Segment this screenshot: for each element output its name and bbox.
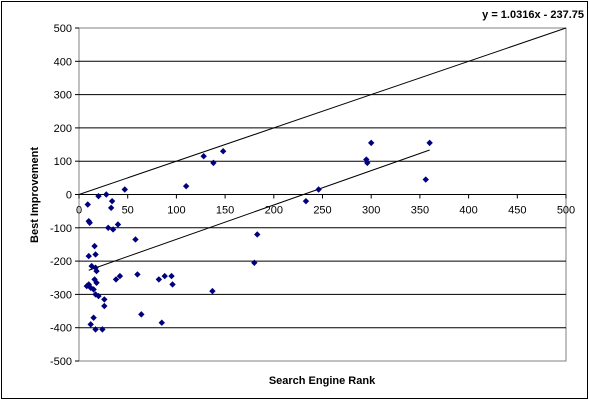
data-point	[315, 186, 322, 193]
x-tick-label: 200	[265, 205, 283, 217]
y-tick-label: -300	[50, 289, 72, 301]
data-point	[364, 159, 371, 167]
x-tick-label: 300	[362, 205, 380, 217]
data-point	[168, 272, 175, 280]
data-point	[103, 191, 110, 198]
data-point	[95, 292, 102, 300]
trendline-line	[88, 149, 430, 271]
data-point	[101, 302, 108, 310]
data-point	[92, 291, 99, 298]
data-point	[155, 276, 163, 283]
y-axis-tick-labels: 500 400 300 200 100 0 -100 -200 -300 -400 -500	[50, 23, 72, 368]
data-point	[209, 287, 216, 295]
data-point	[93, 279, 100, 286]
data-point	[251, 259, 258, 266]
data-point	[91, 242, 98, 250]
y-tick-label: 400	[54, 56, 72, 68]
line-layer	[78, 27, 567, 271]
x-axis	[78, 194, 567, 199]
data-point	[363, 156, 370, 163]
data-point	[182, 182, 190, 190]
reference-line	[78, 27, 567, 195]
data-point	[254, 231, 261, 238]
data-point	[107, 204, 115, 212]
data-point	[302, 197, 310, 205]
data-point	[105, 224, 112, 231]
y-tick-label: -500	[50, 356, 72, 368]
x-tick-label: 400	[459, 205, 477, 217]
data-point	[169, 281, 176, 288]
y-tick-label: 200	[54, 123, 72, 135]
data-point	[108, 197, 116, 205]
data-point	[99, 326, 106, 333]
data-point	[121, 186, 128, 193]
data-point	[368, 139, 375, 147]
data-point	[138, 311, 145, 318]
y-tick-label: 0	[66, 190, 72, 202]
data-point	[200, 153, 207, 160]
data-point	[161, 272, 168, 280]
x-axis-tick-labels: 0 50 100 150 200 250 300 350 400 450 500	[76, 205, 575, 217]
data-point	[90, 314, 97, 321]
data-point	[422, 176, 429, 183]
data-point	[116, 272, 124, 280]
x-tick-label: 450	[508, 205, 526, 217]
data-point	[92, 251, 99, 258]
data-point	[158, 319, 165, 326]
y-axis-title: Best Improvement	[29, 147, 41, 243]
y-tick-label: -100	[50, 223, 72, 235]
y-tick-label: 300	[54, 90, 72, 102]
data-point	[132, 236, 139, 243]
data-point	[109, 226, 117, 233]
data-point	[210, 159, 217, 167]
data-point	[92, 326, 99, 333]
data-points	[83, 139, 433, 333]
data-point	[90, 286, 97, 293]
data-point	[134, 271, 141, 278]
data-point	[219, 148, 227, 155]
data-point	[112, 276, 120, 283]
data-point	[85, 252, 92, 260]
data-point	[101, 296, 108, 303]
y-tick-label: -400	[50, 323, 72, 335]
data-point	[95, 192, 102, 200]
y-tick-label: 100	[54, 156, 72, 168]
y-tick-label: 500	[54, 23, 72, 35]
trendline-equation: y = 1.0316x - 237.75	[482, 9, 584, 21]
data-point	[86, 219, 93, 227]
x-tick-label: 0	[76, 205, 82, 217]
x-tick-label: 350	[411, 205, 429, 217]
x-tick-label: 500	[557, 205, 575, 217]
data-point	[84, 201, 91, 208]
x-tick-label: 50	[122, 205, 134, 217]
x-axis-title: Search Engine Rank	[269, 375, 376, 387]
data-point	[426, 139, 433, 147]
data-point	[88, 262, 95, 270]
x-tick-label: 150	[216, 205, 234, 217]
data-point	[87, 321, 94, 328]
x-tick-label: 250	[313, 205, 331, 217]
y-tick-label: -200	[50, 256, 72, 268]
data-point	[114, 221, 122, 228]
x-tick-label: 100	[167, 205, 185, 217]
